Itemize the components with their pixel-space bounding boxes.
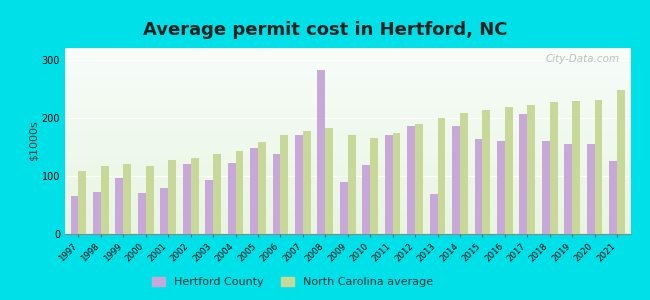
Bar: [505, 107, 513, 234]
Bar: [235, 152, 243, 234]
Bar: [71, 196, 79, 234]
Bar: [595, 100, 603, 234]
Bar: [550, 102, 558, 234]
Bar: [138, 193, 146, 234]
Bar: [452, 127, 460, 234]
Bar: [190, 158, 198, 234]
Bar: [460, 113, 468, 234]
Bar: [93, 192, 101, 234]
Bar: [79, 171, 86, 234]
Bar: [437, 118, 445, 234]
Bar: [213, 154, 221, 234]
Bar: [146, 166, 153, 234]
Bar: [280, 135, 289, 234]
Bar: [587, 144, 595, 234]
Bar: [183, 164, 190, 234]
Bar: [393, 134, 400, 234]
Text: Average permit cost in Hertford, NC: Average permit cost in Hertford, NC: [143, 21, 507, 39]
Bar: [572, 101, 580, 234]
Bar: [564, 144, 572, 234]
Bar: [101, 166, 109, 234]
Bar: [430, 194, 437, 234]
Bar: [317, 70, 325, 234]
Bar: [542, 141, 550, 234]
Bar: [116, 178, 124, 234]
Bar: [527, 105, 535, 234]
Bar: [227, 163, 235, 234]
Bar: [258, 142, 266, 234]
Legend: Hertford County, North Carolina average: Hertford County, North Carolina average: [148, 272, 437, 291]
Bar: [519, 114, 527, 234]
Text: City-Data.com: City-Data.com: [545, 54, 619, 64]
Bar: [385, 135, 393, 234]
Bar: [325, 128, 333, 234]
Bar: [303, 130, 311, 234]
Bar: [482, 110, 490, 234]
Bar: [250, 148, 258, 234]
Bar: [295, 135, 303, 234]
Bar: [272, 154, 280, 234]
Bar: [205, 180, 213, 234]
Bar: [617, 90, 625, 234]
Bar: [348, 135, 356, 234]
Y-axis label: $1000s: $1000s: [29, 121, 39, 161]
Bar: [370, 138, 378, 234]
Bar: [609, 161, 617, 234]
Bar: [161, 188, 168, 234]
Bar: [407, 127, 415, 234]
Bar: [340, 182, 348, 234]
Bar: [497, 141, 505, 234]
Bar: [124, 164, 131, 234]
Bar: [474, 139, 482, 234]
Bar: [362, 165, 370, 234]
Bar: [168, 160, 176, 234]
Bar: [415, 124, 423, 234]
